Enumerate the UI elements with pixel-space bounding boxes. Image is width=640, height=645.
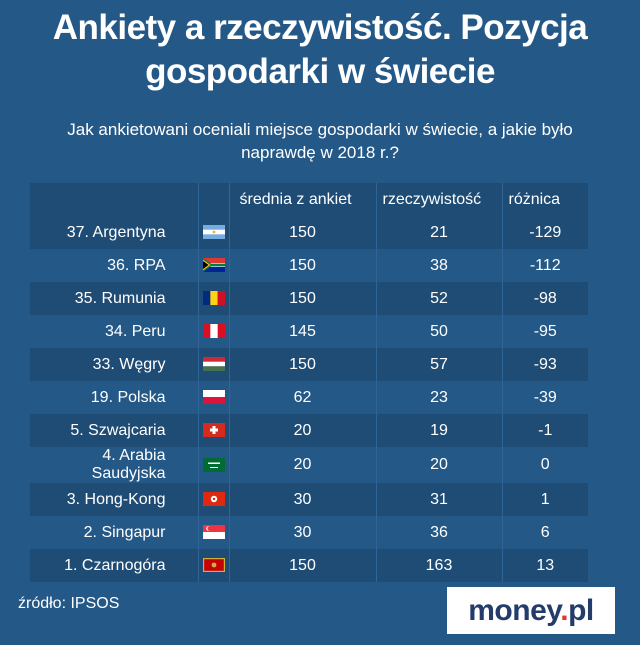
cell-country: 34. Peru bbox=[30, 315, 199, 348]
cell-survey: 145 bbox=[229, 315, 377, 348]
cell-country: 2. Singapur bbox=[30, 516, 199, 549]
cell-reality: 19 bbox=[376, 414, 503, 447]
cell-flag bbox=[198, 483, 230, 516]
romania-flag-icon bbox=[202, 291, 225, 306]
table-row: 5. Szwajcaria 20 19 -1 bbox=[30, 414, 588, 447]
cell-difference: -112 bbox=[502, 249, 588, 282]
cell-survey: 30 bbox=[229, 483, 377, 516]
cell-difference: 0 bbox=[502, 447, 588, 483]
cell-difference: 1 bbox=[502, 483, 588, 516]
subtitle-line-1: Jak ankietowani oceniali miejsce gospoda… bbox=[67, 120, 573, 139]
cell-country: 33. Węgry bbox=[30, 348, 199, 381]
table-body: 37. Argentyna 150 21 -129 36. RPA 150 38 -112 35… bbox=[30, 216, 588, 582]
south-africa-flag-icon bbox=[202, 258, 225, 273]
table-row: 37. Argentyna 150 21 -129 bbox=[30, 216, 588, 249]
cell-survey: 150 bbox=[229, 216, 377, 249]
cell-survey: 150 bbox=[229, 282, 377, 315]
header-survey: średnia z ankiet bbox=[229, 183, 377, 216]
switzerland-flag-icon bbox=[202, 423, 225, 438]
cell-difference: 13 bbox=[502, 549, 588, 582]
page-title: Ankiety a rzeczywistość. Pozycja gospoda… bbox=[0, 6, 640, 94]
logo-tld: pl bbox=[568, 594, 594, 627]
cell-survey: 20 bbox=[229, 414, 377, 447]
cell-reality: 50 bbox=[376, 315, 503, 348]
hong-kong-flag-icon bbox=[202, 492, 225, 507]
cell-country: 37. Argentyna bbox=[30, 216, 199, 249]
header-country bbox=[30, 183, 199, 216]
cell-reality: 20 bbox=[376, 447, 503, 483]
header-difference: różnica bbox=[502, 183, 588, 216]
cell-reality: 163 bbox=[376, 549, 503, 582]
subtitle: Jak ankietowani oceniali miejsce gospoda… bbox=[30, 118, 610, 164]
cell-country: 5. Szwajcaria bbox=[30, 414, 199, 447]
cell-difference: -95 bbox=[502, 315, 588, 348]
table-row: 35. Rumunia 150 52 -98 bbox=[30, 282, 588, 315]
cell-difference: -98 bbox=[502, 282, 588, 315]
cell-difference: -1 bbox=[502, 414, 588, 447]
cell-reality: 23 bbox=[376, 381, 503, 414]
peru-flag-icon bbox=[202, 324, 225, 339]
cell-flag bbox=[198, 414, 230, 447]
cell-reality: 52 bbox=[376, 282, 503, 315]
table-row: 2. Singapur 30 36 6 bbox=[30, 516, 588, 549]
cell-country: 19. Polska bbox=[30, 381, 199, 414]
table-row: 1. Czarnogóra 150 163 13 bbox=[30, 549, 588, 582]
table-row: 19. Polska 62 23 -39 bbox=[30, 381, 588, 414]
cell-flag bbox=[198, 282, 230, 315]
title-line-2: gospodarki w świecie bbox=[145, 52, 495, 91]
table-row: 33. Węgry 150 57 -93 bbox=[30, 348, 588, 381]
cell-survey: 62 bbox=[229, 381, 377, 414]
cell-reality: 38 bbox=[376, 249, 503, 282]
cell-difference: -93 bbox=[502, 348, 588, 381]
money-pl-logo: money.pl bbox=[447, 587, 615, 634]
cell-flag bbox=[198, 516, 230, 549]
cell-country: 1. Czarnogóra bbox=[30, 549, 199, 582]
cell-difference: -129 bbox=[502, 216, 588, 249]
subtitle-line-2: naprawdę w 2018 r.? bbox=[241, 143, 399, 162]
argentina-flag-icon bbox=[202, 225, 225, 240]
cell-country: 3. Hong-Kong bbox=[30, 483, 199, 516]
table-row: 34. Peru 145 50 -95 bbox=[30, 315, 588, 348]
cell-reality: 21 bbox=[376, 216, 503, 249]
cell-flag bbox=[198, 549, 230, 582]
cell-flag bbox=[198, 315, 230, 348]
singapore-flag-icon bbox=[202, 525, 225, 540]
cell-flag bbox=[198, 216, 230, 249]
montenegro-flag-icon bbox=[202, 558, 225, 573]
title-line-1: Ankiety a rzeczywistość. Pozycja bbox=[52, 8, 588, 47]
cell-reality: 57 bbox=[376, 348, 503, 381]
header-flag bbox=[198, 183, 230, 216]
poland-flag-icon bbox=[202, 390, 225, 405]
cell-flag bbox=[198, 447, 230, 483]
table-row: 36. RPA 150 38 -112 bbox=[30, 249, 588, 282]
source-note: źródło: IPSOS bbox=[18, 595, 120, 612]
cell-country: 36. RPA bbox=[30, 249, 199, 282]
cell-difference: 6 bbox=[502, 516, 588, 549]
cell-country: 35. Rumunia bbox=[30, 282, 199, 315]
cell-survey: 150 bbox=[229, 348, 377, 381]
cell-reality: 36 bbox=[376, 516, 503, 549]
hungary-flag-icon bbox=[202, 357, 225, 372]
cell-survey: 150 bbox=[229, 249, 377, 282]
cell-flag bbox=[198, 381, 230, 414]
cell-difference: -39 bbox=[502, 381, 588, 414]
table-row: 4. Arabia Saudyjska 20 20 0 bbox=[30, 447, 588, 483]
saudi-arabia-flag-icon bbox=[202, 457, 225, 472]
cell-survey: 150 bbox=[229, 549, 377, 582]
table-header-row: średnia z ankiet rzeczywistość różnica bbox=[30, 183, 588, 216]
logo-dot: . bbox=[560, 594, 569, 627]
ranking-table: średnia z ankiet rzeczywistość różnica 3… bbox=[30, 183, 588, 582]
cell-flag bbox=[198, 249, 230, 282]
table-row: 3. Hong-Kong 30 31 1 bbox=[30, 483, 588, 516]
cell-flag bbox=[198, 348, 230, 381]
cell-country: 4. Arabia Saudyjska bbox=[30, 447, 199, 483]
logo-word: money bbox=[468, 594, 561, 627]
cell-reality: 31 bbox=[376, 483, 503, 516]
cell-survey: 30 bbox=[229, 516, 377, 549]
header-reality: rzeczywistość bbox=[376, 183, 503, 216]
cell-survey: 20 bbox=[229, 447, 377, 483]
